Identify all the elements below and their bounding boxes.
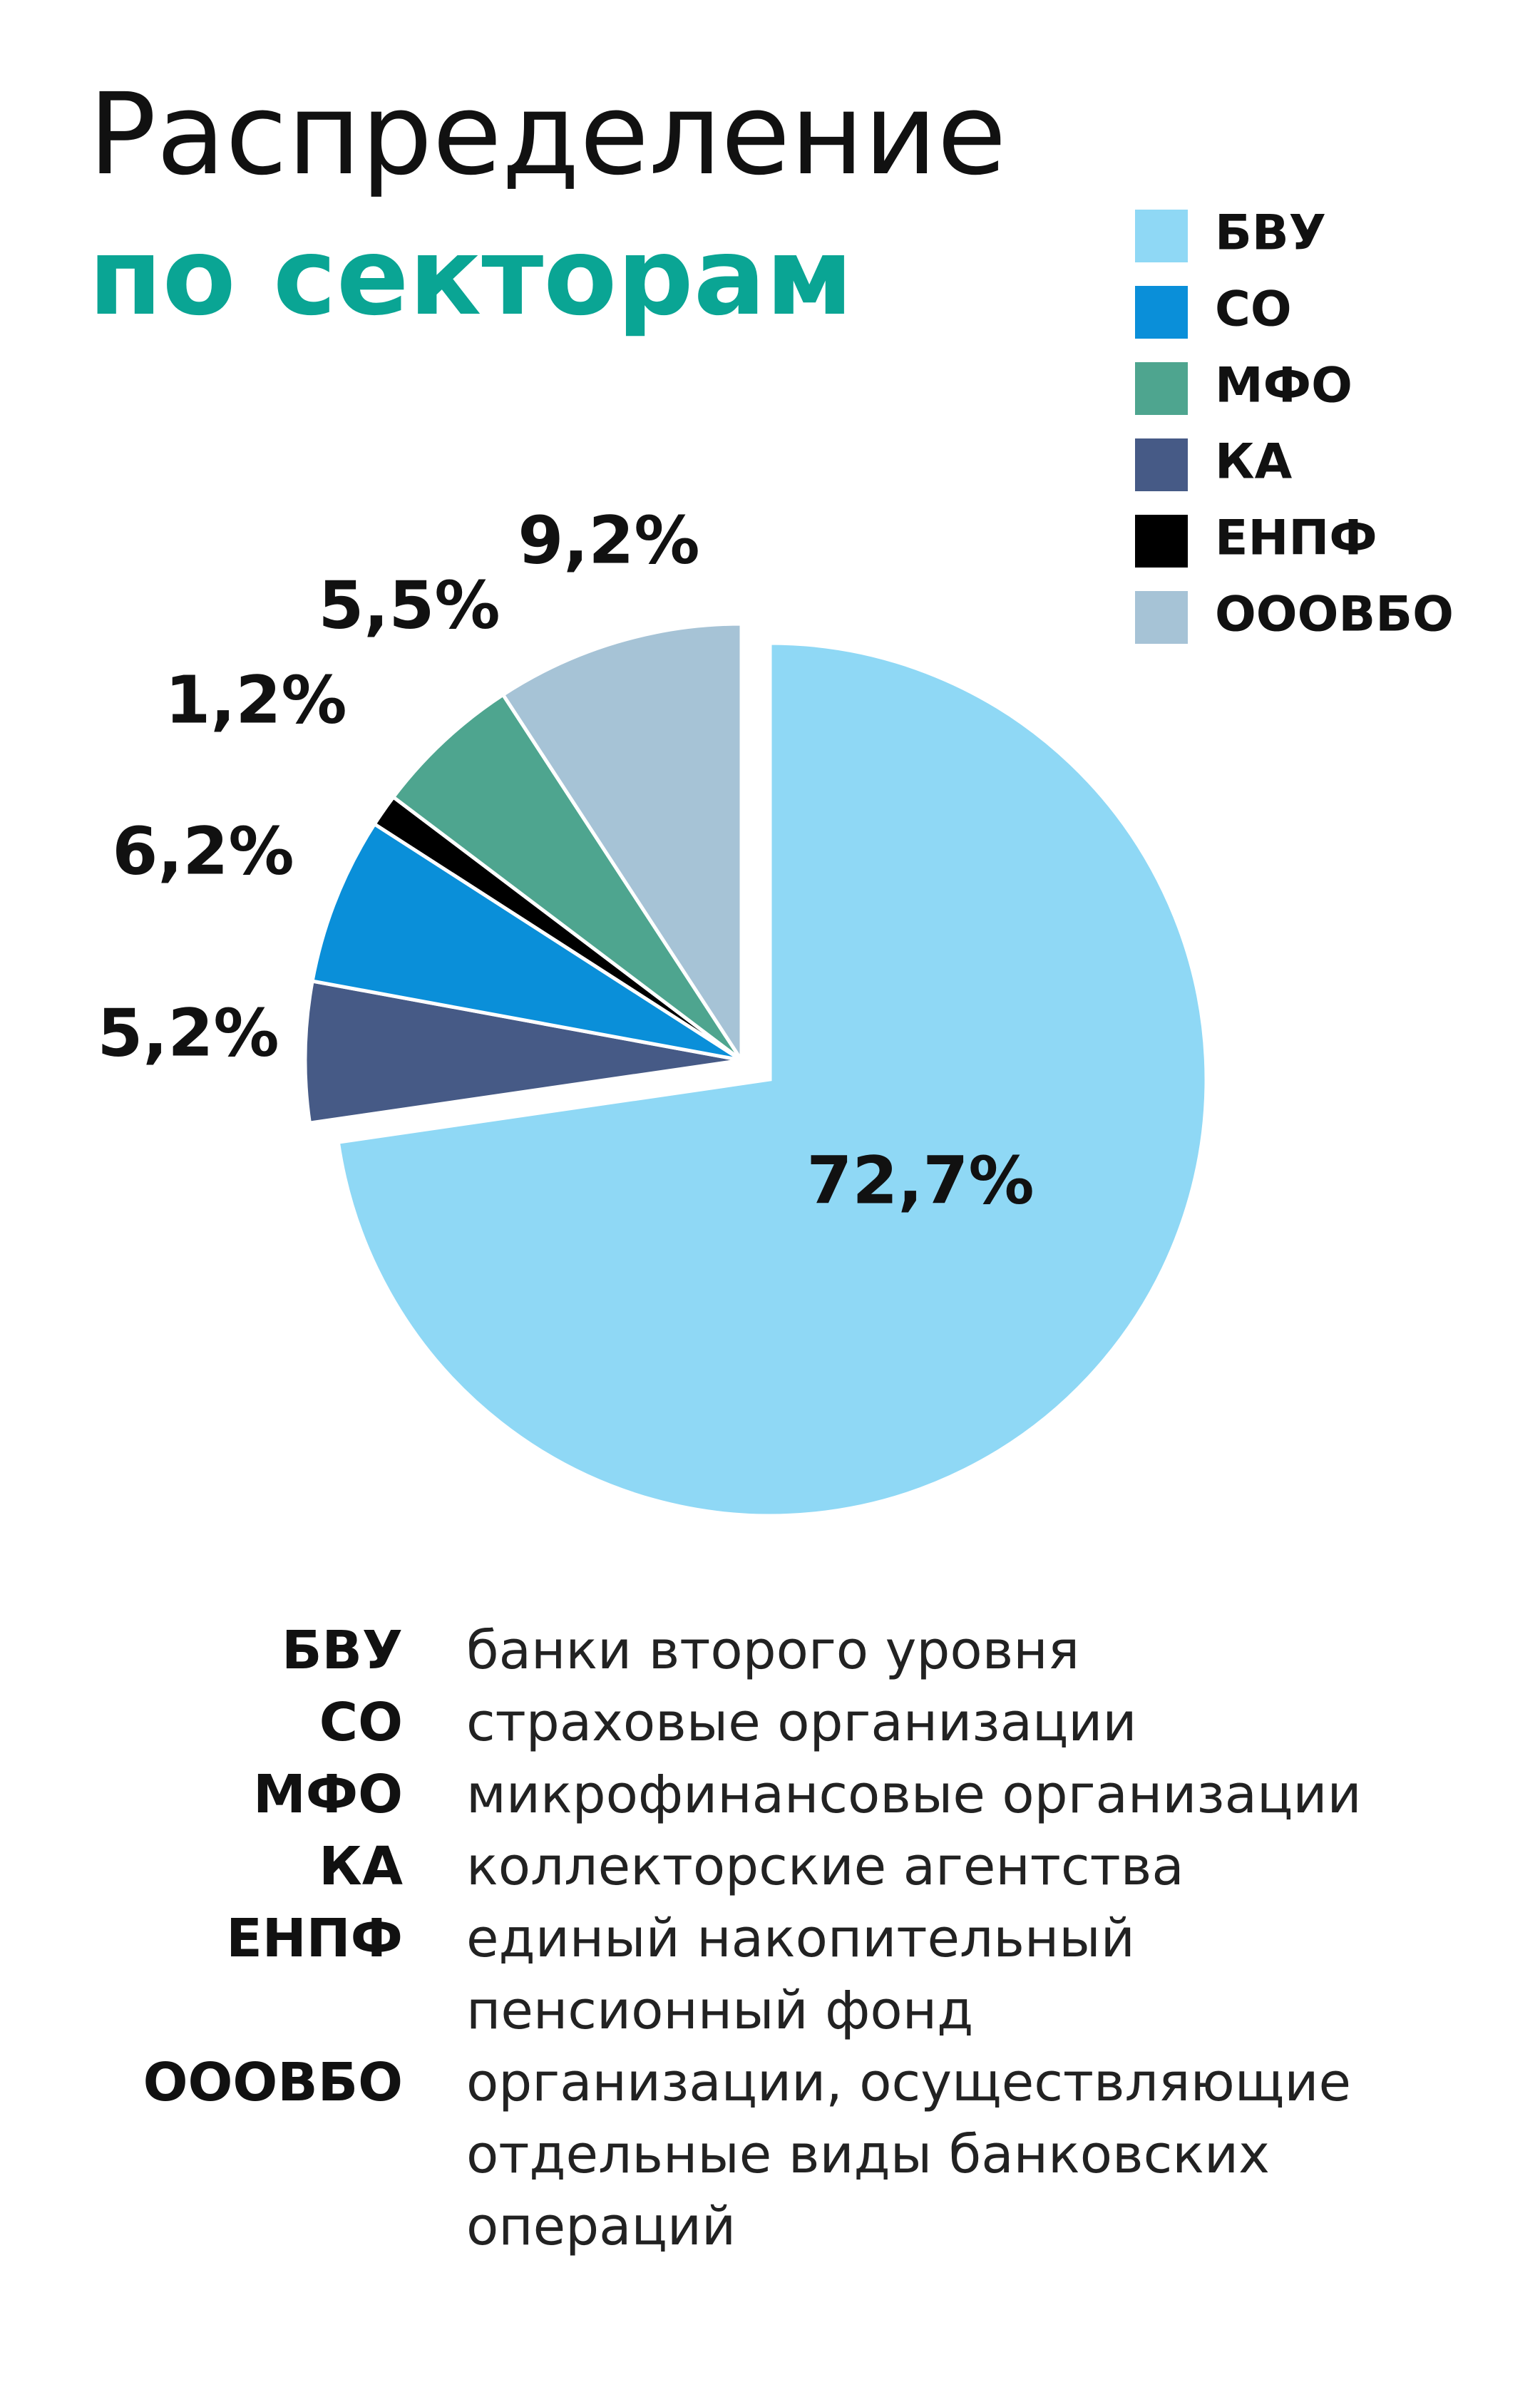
chart-subtitle: по секторам (88, 215, 853, 339)
legend-label: ОООВБО (1215, 587, 1454, 643)
pie-slice (391, 692, 744, 1062)
glossary-desc: организации, осуществляющие (466, 2052, 1351, 2113)
legend-swatch (1135, 591, 1188, 644)
value-label: 1,2% (165, 662, 346, 738)
legend-label: БВУ (1215, 205, 1326, 262)
glossary-abbr: ЕНПФ (226, 1908, 403, 1969)
glossary-desc: банки второго уровня (466, 1620, 1079, 1681)
legend-label: ЕНПФ (1215, 510, 1377, 567)
glossary-abbr: КА (319, 1836, 403, 1897)
pie-slice (500, 622, 744, 1067)
value-label: 6,2% (112, 813, 294, 889)
glossary-desc: отдельные виды банковских (466, 2124, 1270, 2185)
legend-label: МФО (1215, 358, 1352, 414)
glossary-desc: коллекторские агентства (466, 1836, 1184, 1897)
pie-slice (310, 821, 743, 1062)
chart-title: Распределение (88, 69, 1007, 200)
glossary-desc: единый накопительный (466, 1908, 1135, 1969)
glossary-desc: страховые организации (466, 1692, 1136, 1753)
value-label: 5,2% (97, 995, 279, 1071)
legend-swatch (1135, 515, 1188, 568)
glossary-abbr: СО (319, 1692, 403, 1753)
legend-swatch (1135, 286, 1188, 339)
legend-label: СО (1215, 282, 1292, 338)
glossary-desc: пенсионный фонд (466, 1980, 973, 2041)
value-label: 72,7% (806, 1142, 1034, 1218)
glossary-desc: микрофинансовые организации (466, 1764, 1362, 1825)
glossary-desc: операций (466, 2196, 736, 2257)
legend-label: КА (1215, 434, 1293, 491)
glossary-abbr: МФО (253, 1764, 403, 1825)
legend-swatch (1135, 362, 1188, 415)
value-label: 9,2% (518, 502, 699, 578)
legend-swatch (1135, 438, 1188, 491)
pie-slice (303, 979, 742, 1125)
pie-slice (336, 641, 1208, 1518)
glossary-abbr: ОООВБО (143, 2052, 403, 2113)
legend-swatch (1135, 210, 1188, 262)
glossary-abbr: БВУ (282, 1620, 403, 1681)
value-label: 5,5% (318, 567, 500, 643)
